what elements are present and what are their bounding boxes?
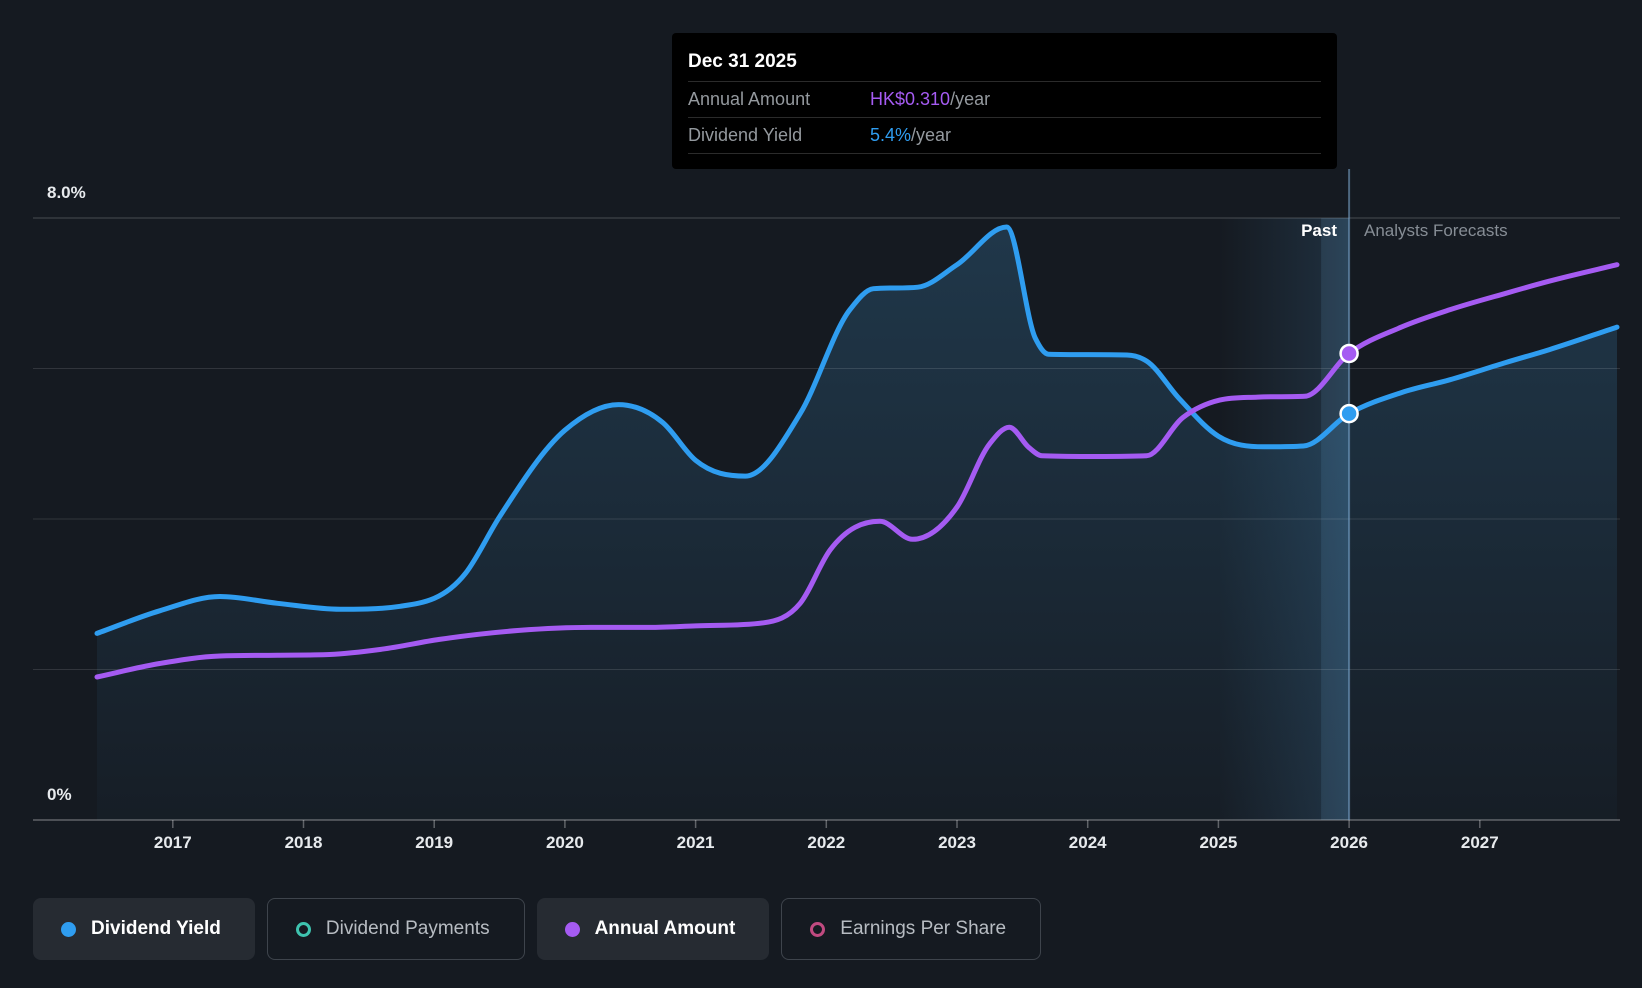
x-axis-label-2022: 2022 — [807, 833, 846, 852]
x-axis-label-2027: 2027 — [1460, 833, 1499, 852]
tooltip-row-unit: /year — [911, 125, 952, 145]
legend-item-dividend-payments[interactable]: Dividend Payments — [266, 898, 525, 960]
legend-item-earnings-per-share[interactable]: Earnings Per Share — [781, 898, 1042, 960]
tooltip-row-label: Annual Amount — [688, 89, 811, 109]
x-axis-label-2018: 2018 — [284, 833, 323, 852]
dividend-yield-swatch-icon — [61, 921, 76, 937]
tooltip-row-annual-amount: Annual Amount HK$0.310/year — [688, 81, 1321, 117]
earnings-per-share-swatch-icon — [810, 921, 826, 937]
x-axis-label-2019: 2019 — [415, 833, 454, 852]
x-axis-label-2026: 2026 — [1330, 833, 1368, 852]
chart-legend: Dividend Yield Dividend Payments Annual Am… — [33, 898, 1042, 960]
y-axis-label-0pct: 0% — [47, 785, 72, 804]
tooltip-date: Dec 31 2025 — [688, 50, 797, 72]
annual-amount-line — [94, 262, 1620, 680]
legend-item-dividend-yield[interactable]: Dividend Yield — [33, 898, 255, 960]
tooltip-row-unit: /year — [950, 89, 991, 109]
tooltip-row-value: HK$0.310 — [870, 89, 951, 109]
tooltip-row-label: Dividend Yield — [688, 125, 803, 145]
tooltip-row-value: 5.4% — [870, 125, 912, 145]
legend-item-annual-amount[interactable]: Annual Amount — [536, 898, 770, 960]
x-axis-label-2023: 2023 — [938, 833, 976, 852]
annual-amount-swatch-icon — [564, 921, 580, 937]
chart-tooltip: Dec 31 2025 Annual Amount HK$0.310/year Di… — [672, 33, 1337, 169]
past-label: Past — [1301, 221, 1337, 240]
legend-item-label: Earnings Per Share — [840, 918, 1007, 939]
x-axis-label-2025: 2025 — [1199, 833, 1238, 852]
x-axis-label-2020: 2020 — [545, 833, 584, 852]
x-axis-label-2024: 2024 — [1068, 833, 1107, 852]
x-axis-label-2021: 2021 — [676, 833, 715, 852]
legend-item-label: Dividend Payments — [325, 918, 490, 939]
dividend-payments-swatch-icon — [295, 921, 311, 937]
dividend-yield-line — [94, 224, 1620, 636]
y-axis-label-8pct: 8.0% — [47, 183, 86, 202]
dividend-yield-area — [97, 227, 1617, 820]
tooltip-row-dividend-yield: Dividend Yield 5.4%/year — [688, 117, 1321, 153]
annual-amount-marker[interactable] — [1339, 343, 1359, 364]
legend-item-label: Dividend Yield — [91, 918, 221, 939]
forecasts-label: Analysts Forecasts — [1364, 221, 1508, 240]
legend-item-label: Annual Amount — [594, 918, 736, 939]
x-axis-label-2017: 2017 — [153, 833, 192, 852]
dividend-yield-marker[interactable] — [1339, 403, 1359, 424]
tooltip-rows: Annual Amount HK$0.310/year Dividend Yield… — [688, 81, 1321, 154]
